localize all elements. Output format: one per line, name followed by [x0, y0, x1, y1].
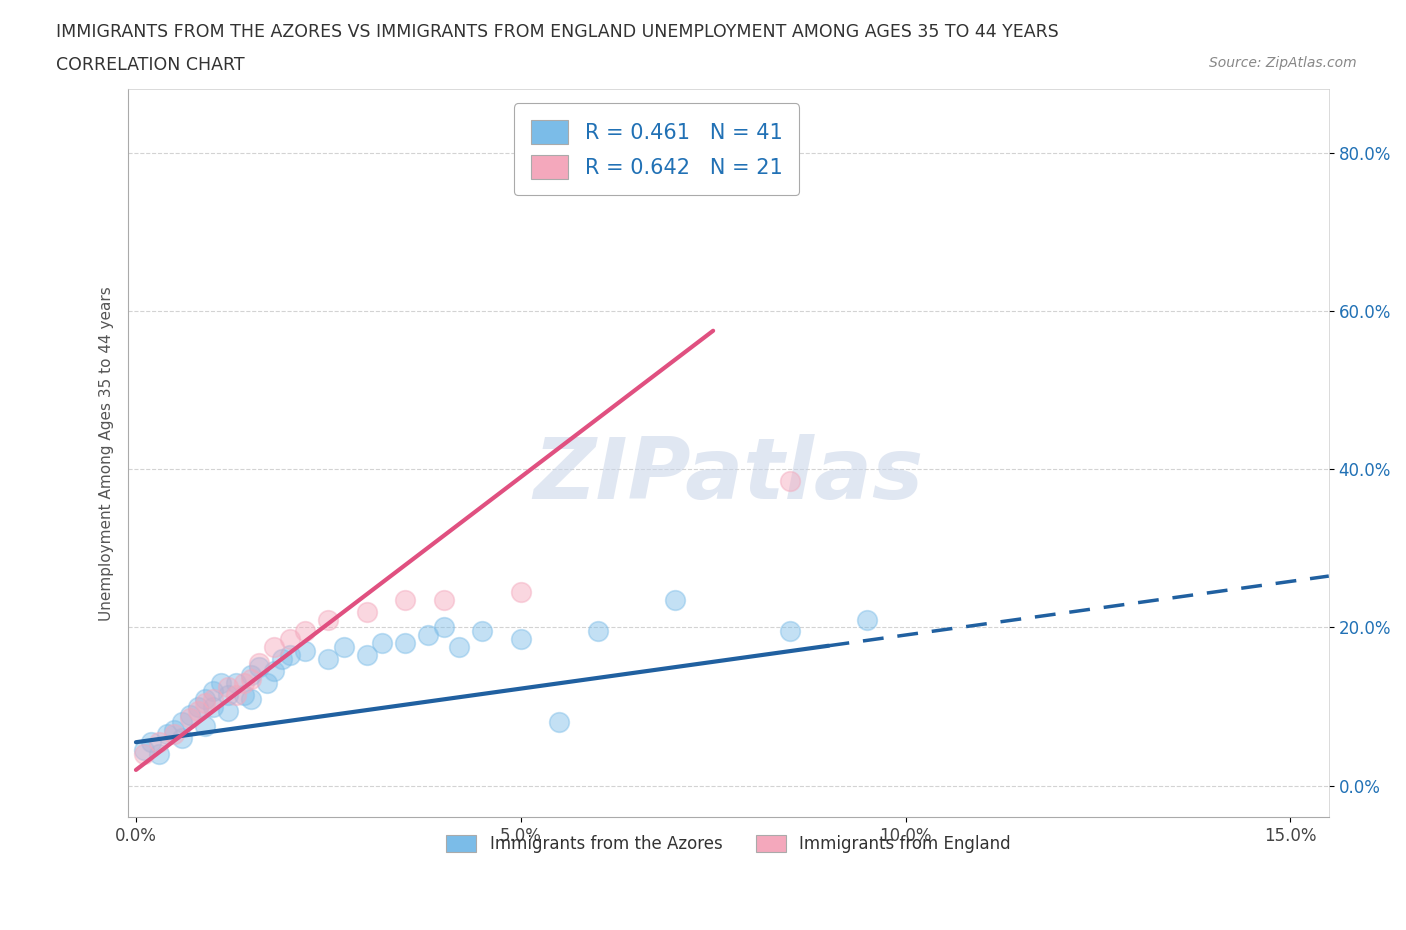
- Point: [471, 624, 494, 639]
- Point: [179, 707, 201, 722]
- Point: [179, 711, 201, 726]
- Point: [194, 691, 217, 706]
- Point: [418, 628, 440, 643]
- Point: [371, 636, 394, 651]
- Text: CORRELATION CHART: CORRELATION CHART: [56, 56, 245, 73]
- Point: [509, 631, 531, 646]
- Point: [225, 687, 247, 702]
- Point: [509, 584, 531, 599]
- Point: [449, 640, 471, 655]
- Legend: Immigrants from the Azores, Immigrants from England: Immigrants from the Azores, Immigrants f…: [440, 829, 1018, 860]
- Point: [201, 684, 224, 698]
- Point: [394, 592, 416, 607]
- Point: [186, 703, 208, 718]
- Point: [163, 723, 186, 737]
- Point: [548, 715, 571, 730]
- Point: [256, 675, 278, 690]
- Point: [201, 699, 224, 714]
- Text: IMMIGRANTS FROM THE AZORES VS IMMIGRANTS FROM ENGLAND UNEMPLOYMENT AMONG AGES 35: IMMIGRANTS FROM THE AZORES VS IMMIGRANTS…: [56, 23, 1059, 41]
- Point: [240, 691, 263, 706]
- Text: Source: ZipAtlas.com: Source: ZipAtlas.com: [1209, 56, 1357, 70]
- Point: [263, 664, 285, 679]
- Point: [217, 703, 239, 718]
- Point: [172, 715, 194, 730]
- Point: [240, 668, 263, 683]
- Point: [318, 652, 340, 667]
- Point: [201, 691, 224, 706]
- Point: [318, 612, 340, 627]
- Point: [779, 624, 801, 639]
- Point: [240, 671, 263, 686]
- Point: [141, 735, 163, 750]
- Point: [148, 735, 170, 750]
- Point: [356, 648, 378, 663]
- Point: [263, 640, 285, 655]
- Point: [247, 659, 270, 674]
- Point: [209, 675, 232, 690]
- Point: [278, 648, 301, 663]
- Point: [433, 620, 456, 635]
- Text: ZIPatlas: ZIPatlas: [533, 433, 924, 517]
- Point: [356, 604, 378, 619]
- Point: [217, 687, 239, 702]
- Y-axis label: Unemployment Among Ages 35 to 44 years: Unemployment Among Ages 35 to 44 years: [100, 286, 114, 621]
- Point: [132, 743, 155, 758]
- Point: [586, 624, 609, 639]
- Point: [664, 592, 686, 607]
- Point: [294, 644, 316, 658]
- Point: [217, 680, 239, 695]
- Point: [194, 719, 217, 734]
- Point: [294, 624, 316, 639]
- Point: [394, 636, 416, 651]
- Point: [148, 747, 170, 762]
- Point: [779, 473, 801, 488]
- Point: [332, 640, 354, 655]
- Point: [433, 592, 456, 607]
- Point: [225, 675, 247, 690]
- Point: [232, 687, 254, 702]
- Point: [132, 747, 155, 762]
- Point: [186, 699, 208, 714]
- Point: [232, 675, 254, 690]
- Point: [278, 631, 301, 646]
- Point: [156, 727, 179, 742]
- Point: [172, 731, 194, 746]
- Point: [163, 727, 186, 742]
- Point: [194, 696, 217, 711]
- Point: [271, 652, 294, 667]
- Point: [856, 612, 879, 627]
- Point: [247, 656, 270, 671]
